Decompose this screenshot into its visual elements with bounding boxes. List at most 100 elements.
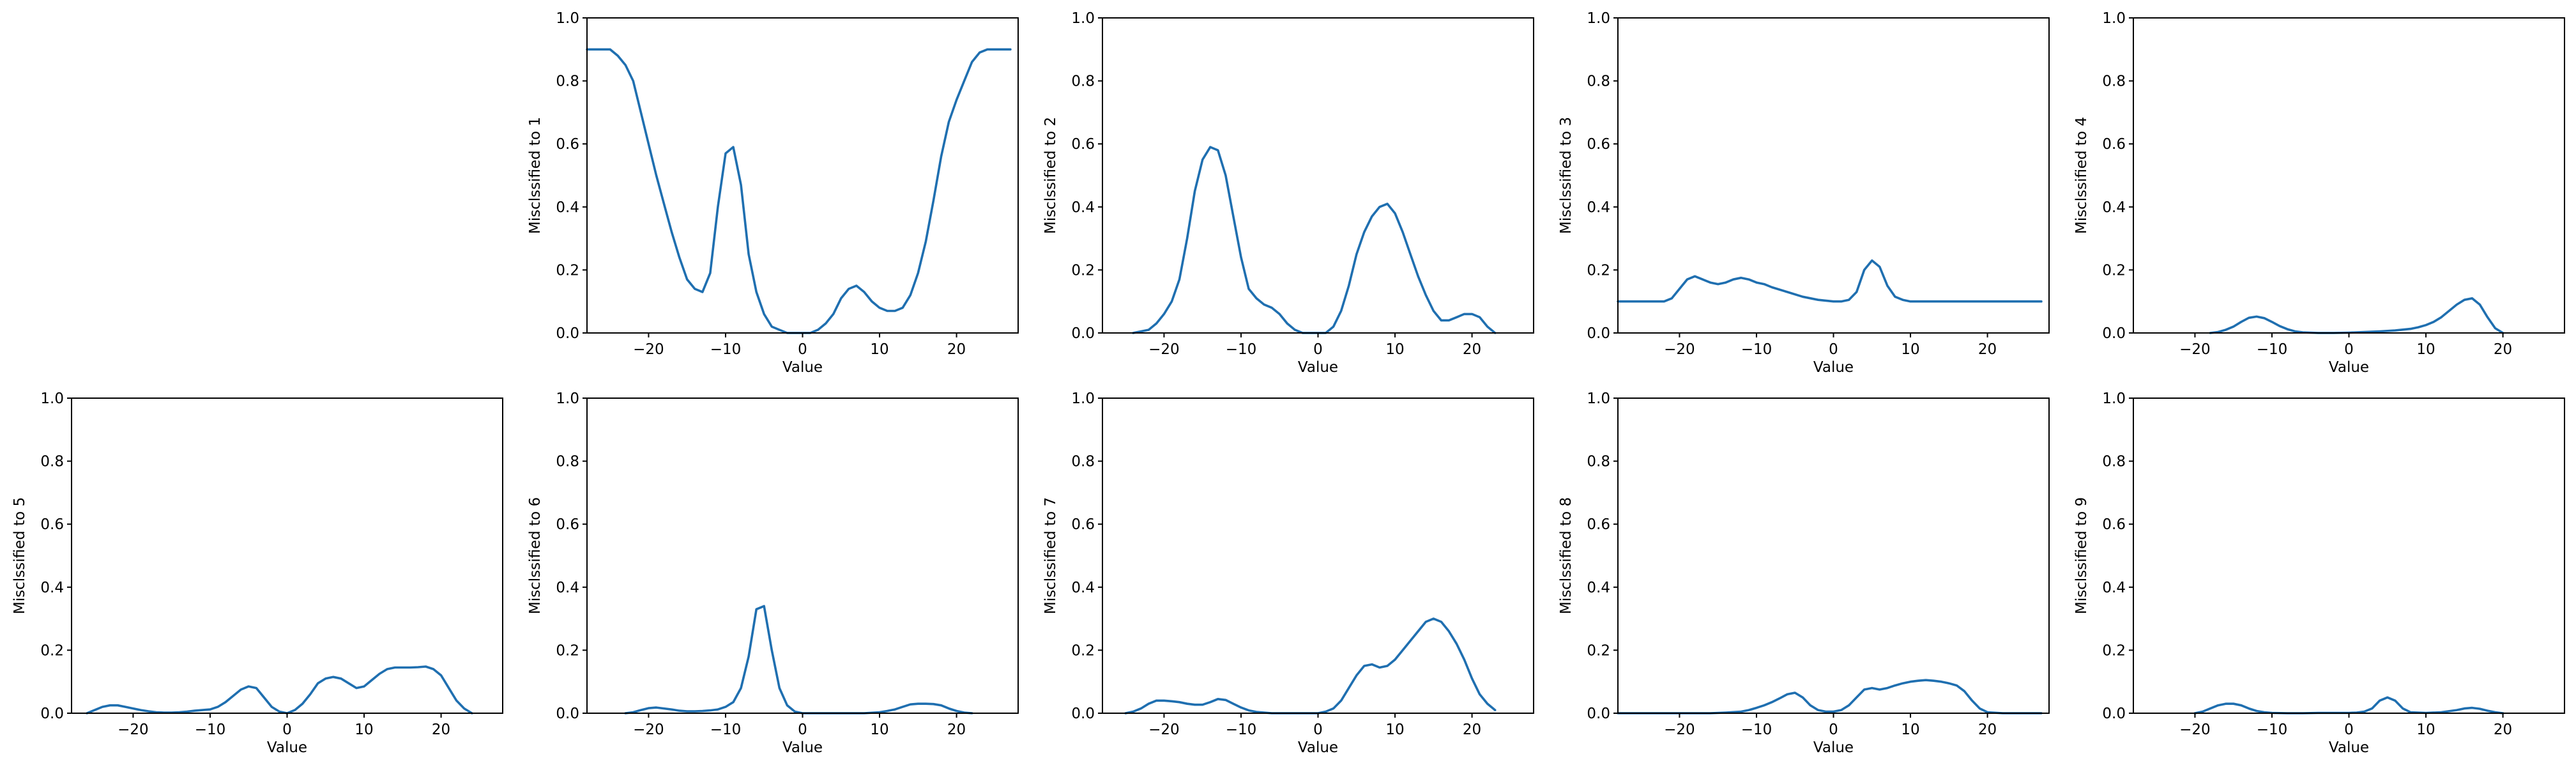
y-tick-label: 1.0 [2102, 10, 2126, 27]
y-tick-label: 0.4 [40, 580, 64, 596]
subplot-7: −20 −10 0 10 20 0.0 0.2 0.4 0.6 0.8 1.0 Value Miscls… [1042, 390, 1534, 756]
x-tick-label: −20 [1148, 341, 1180, 358]
y-tick-label: 0.0 [1587, 706, 1610, 722]
x-tick-label: −10 [1741, 722, 1772, 738]
y-tick-label: 0.6 [2102, 136, 2126, 153]
plot-frame [586, 17, 1019, 334]
y-tick-label: 0.8 [2102, 73, 2126, 90]
plot-frame [1102, 398, 1534, 714]
x-tick-label: 10 [2416, 722, 2435, 738]
y-tick-label: 1.0 [556, 390, 579, 407]
y-axis-label: Misclssified to 3 [1558, 117, 1574, 234]
x-tick-label: 0 [1829, 341, 1838, 358]
y-tick-label: 0.2 [2102, 262, 2126, 279]
x-axis-label: Value [1813, 739, 1854, 756]
y-tick-label: 0.6 [1587, 136, 1610, 153]
y-tick-label: 0.6 [556, 516, 579, 533]
subplot-9: −20 −10 0 10 20 0.0 0.2 0.4 0.6 0.8 1.0 Value Miscls… [2073, 390, 2565, 756]
x-tick-label: −10 [1741, 341, 1772, 358]
x-tick-label: 20 [947, 722, 966, 738]
y-tick-label: 0.0 [2102, 706, 2126, 722]
x-tick-label: −20 [118, 722, 149, 738]
x-tick-label: −20 [1664, 341, 1695, 358]
x-axis-label: Value [1813, 359, 1854, 376]
y-axis-label: Misclssified to 1 [527, 117, 544, 234]
y-tick-label: 0.4 [2102, 580, 2126, 596]
series-line [86, 665, 473, 714]
x-tick-label: 20 [432, 722, 450, 738]
y-tick-label: 0.4 [556, 580, 579, 596]
x-tick-label: −20 [633, 341, 664, 358]
x-tick-label: −10 [1226, 722, 1257, 738]
x-tick-label: −20 [2179, 341, 2211, 358]
x-tick-label: 20 [1463, 722, 1481, 738]
plot-frame [2133, 398, 2565, 714]
series-line [1124, 617, 1497, 714]
x-tick-label: 20 [1978, 722, 1997, 738]
y-axis-label: Misclssified to 2 [1042, 117, 1059, 234]
x-tick-label: 20 [2494, 341, 2512, 358]
plot-frame [1102, 17, 1534, 334]
x-tick-label: 10 [870, 722, 888, 738]
y-tick-label: 0.8 [556, 73, 579, 90]
x-axis-label: Value [1298, 359, 1338, 376]
x-tick-label: −10 [710, 722, 742, 738]
series-line [1617, 259, 2043, 303]
y-tick-label: 0.8 [1587, 454, 1610, 470]
x-tick-label: 10 [354, 722, 373, 738]
y-tick-label: 0.2 [1071, 262, 1095, 279]
x-tick-label: 0 [798, 341, 807, 358]
y-axis-label: Misclssified to 9 [2073, 497, 2090, 614]
x-tick-label: 10 [2416, 341, 2435, 358]
y-tick-label: 0.6 [1071, 516, 1095, 533]
y-tick-label: 0.0 [2102, 325, 2126, 342]
series-line [624, 605, 973, 714]
y-tick-label: 1.0 [1071, 390, 1095, 407]
x-axis-label: Value [2329, 359, 2369, 376]
x-tick-label: 0 [1313, 341, 1323, 358]
y-axis-label: Misclssified to 7 [1042, 497, 1059, 614]
series-line [2209, 297, 2504, 334]
y-tick-label: 0.2 [1587, 642, 1610, 659]
y-axis-label: Misclssified to 8 [1558, 497, 1574, 614]
plot-frame [71, 398, 503, 714]
x-tick-label: −10 [195, 722, 226, 738]
plot-frame [2133, 17, 2565, 334]
x-tick-label: −20 [2179, 722, 2211, 738]
x-axis-label: Value [782, 739, 823, 756]
series-line [1617, 679, 2043, 714]
y-tick-label: 0.4 [556, 199, 579, 216]
y-tick-label: 0.4 [1071, 199, 1095, 216]
y-tick-label: 0.6 [2102, 516, 2126, 533]
x-tick-label: 10 [870, 341, 888, 358]
subplot-8: −20 −10 0 10 20 0.0 0.2 0.4 0.6 0.8 1.0 Value Miscls… [1558, 390, 2050, 756]
y-tick-label: 1.0 [2102, 390, 2126, 407]
y-tick-label: 0.8 [1071, 73, 1095, 90]
y-tick-label: 0.4 [1587, 199, 1610, 216]
x-axis-label: Value [2329, 739, 2369, 756]
x-axis-label: Value [782, 359, 823, 376]
x-tick-label: 0 [798, 722, 807, 738]
y-tick-label: 0.8 [556, 454, 579, 470]
x-tick-label: −20 [633, 722, 664, 738]
x-tick-label: −10 [2257, 722, 2288, 738]
x-tick-label: 0 [1313, 722, 1323, 738]
y-tick-label: 0.0 [556, 706, 579, 722]
y-tick-label: 0.8 [2102, 454, 2126, 470]
y-tick-label: 0.6 [1587, 516, 1610, 533]
x-tick-label: 0 [1829, 722, 1838, 738]
y-tick-label: 1.0 [40, 390, 64, 407]
y-tick-label: 0.2 [2102, 642, 2126, 659]
y-tick-label: 0.0 [1071, 706, 1095, 722]
x-tick-label: 20 [2494, 722, 2512, 738]
y-tick-label: 0.6 [1071, 136, 1095, 153]
subplot-4: −20 −10 0 10 20 0.0 0.2 0.4 0.6 0.8 1.0 Value Miscls… [2073, 10, 2565, 376]
y-tick-label: 0.0 [1587, 325, 1610, 342]
y-tick-label: 0.8 [1587, 73, 1610, 90]
x-axis-label: Value [267, 739, 307, 756]
subplot-2: −20 −10 0 10 20 0.0 0.2 0.4 0.6 0.8 1.0 Value Miscls… [1042, 10, 1534, 376]
series-line [1132, 146, 1497, 334]
y-tick-label: 0.0 [40, 706, 64, 722]
y-tick-label: 0.4 [2102, 199, 2126, 216]
